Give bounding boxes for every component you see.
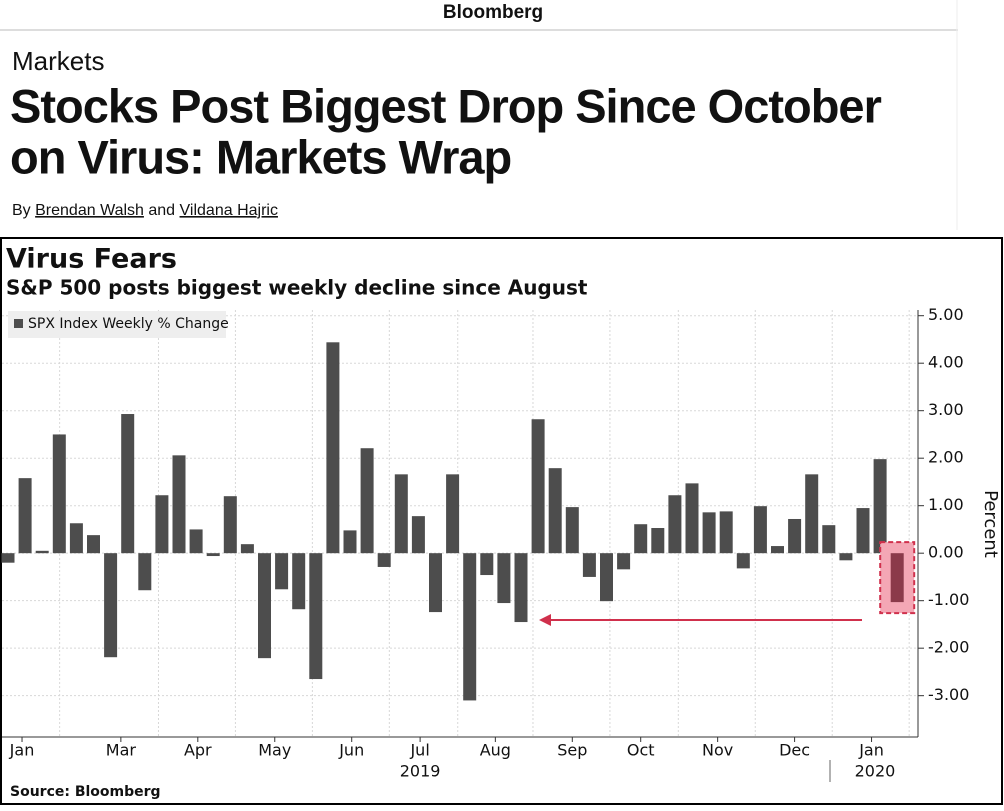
bar [394, 474, 408, 554]
bar [565, 507, 579, 554]
y-tick-label: -1.00 [928, 590, 969, 609]
chart-title: Virus Fears [6, 244, 177, 275]
bar [121, 414, 135, 554]
bar [189, 529, 203, 554]
byline: By Brendan Walsh and Vildana Hajric [12, 202, 278, 219]
bar [788, 518, 802, 554]
bar [87, 535, 100, 554]
x-tick-label: Mar [106, 741, 137, 760]
x-tick-label: Jan [858, 741, 884, 760]
bar [548, 468, 562, 554]
bar [651, 528, 665, 554]
bar [18, 478, 32, 554]
bar [309, 553, 323, 680]
chart-subtitle: S&P 500 posts biggest weekly decline sin… [6, 276, 588, 300]
author-link[interactable]: Brendan Walsh [35, 202, 144, 219]
y-tick-label: -3.00 [928, 685, 969, 704]
section[interactable]: Markets [12, 46, 104, 76]
bar [52, 434, 66, 554]
bar [343, 530, 357, 554]
bar [360, 448, 374, 554]
bar [223, 496, 237, 554]
brand[interactable]: Bloomberg [443, 2, 543, 23]
bar [873, 459, 887, 554]
bar [685, 483, 699, 554]
bar [600, 553, 613, 602]
bar [531, 419, 545, 554]
y-tick-label: 5.00 [928, 305, 964, 324]
bar [292, 553, 306, 610]
headline: Stocks Post Biggest Drop Since October [10, 79, 882, 132]
bar [839, 553, 853, 561]
year-label: 2019 [400, 762, 441, 781]
bar [822, 525, 836, 554]
x-tick-label: Apr [184, 741, 212, 760]
x-tick-label: Jan [9, 741, 35, 760]
bar [429, 553, 442, 613]
bar [702, 512, 716, 554]
bar [155, 495, 169, 554]
bar [326, 342, 340, 554]
bar [104, 553, 118, 658]
bar [258, 553, 271, 659]
x-tick-label: Aug [480, 741, 511, 760]
bar [582, 553, 596, 577]
arrow-head [539, 614, 551, 626]
year-label: 2020 [855, 762, 896, 781]
bar [275, 553, 289, 590]
author-link[interactable]: Vildana Hajric [180, 202, 278, 219]
bar [240, 544, 254, 554]
bar [377, 553, 391, 567]
bar [1, 553, 15, 563]
source: Source: Bloomberg [10, 784, 161, 800]
bar [35, 550, 49, 554]
byline-joiner: and [148, 202, 175, 219]
x-tick-label: Jun [338, 741, 364, 760]
bar [856, 508, 870, 554]
x-tick-label: Oct [627, 741, 655, 760]
bar [617, 553, 631, 570]
bar [206, 553, 220, 557]
y-tick-label: 1.00 [928, 495, 964, 514]
bar [753, 506, 767, 554]
bar [411, 516, 425, 554]
legend-label: SPX Index Weekly % Change [28, 316, 229, 332]
bar [890, 553, 904, 603]
chart: Virus Fears S&P 500 posts biggest weekly… [0, 237, 1003, 805]
byline-prefix: By [12, 202, 31, 219]
y-tick-label: -2.00 [928, 638, 969, 657]
legend-swatch [14, 319, 23, 328]
bar [497, 553, 511, 604]
bar [668, 495, 682, 554]
bar [736, 553, 750, 569]
bar [463, 553, 477, 701]
y-axis-label: Percent [980, 490, 1001, 558]
x-tick-label: Sep [557, 741, 587, 760]
y-tick-label: 0.00 [928, 543, 964, 562]
bar [514, 553, 528, 623]
bar [771, 546, 784, 554]
x-tick-label: May [258, 741, 291, 760]
x-tick-label: Jul [409, 741, 429, 760]
bar [480, 553, 494, 576]
x-tick-label: Nov [702, 741, 733, 760]
bar [138, 553, 152, 591]
bar [805, 474, 819, 554]
legend-box [8, 311, 226, 338]
bar [634, 524, 648, 554]
headline: on Virus: Markets Wrap [10, 130, 511, 183]
bar [69, 523, 83, 554]
y-tick-label: 3.00 [928, 400, 964, 419]
bar [446, 474, 460, 554]
y-tick-label: 4.00 [928, 353, 964, 372]
y-tick-label: 2.00 [928, 448, 964, 467]
bar [719, 511, 733, 554]
bar [172, 455, 186, 554]
x-tick-label: Dec [779, 741, 810, 760]
